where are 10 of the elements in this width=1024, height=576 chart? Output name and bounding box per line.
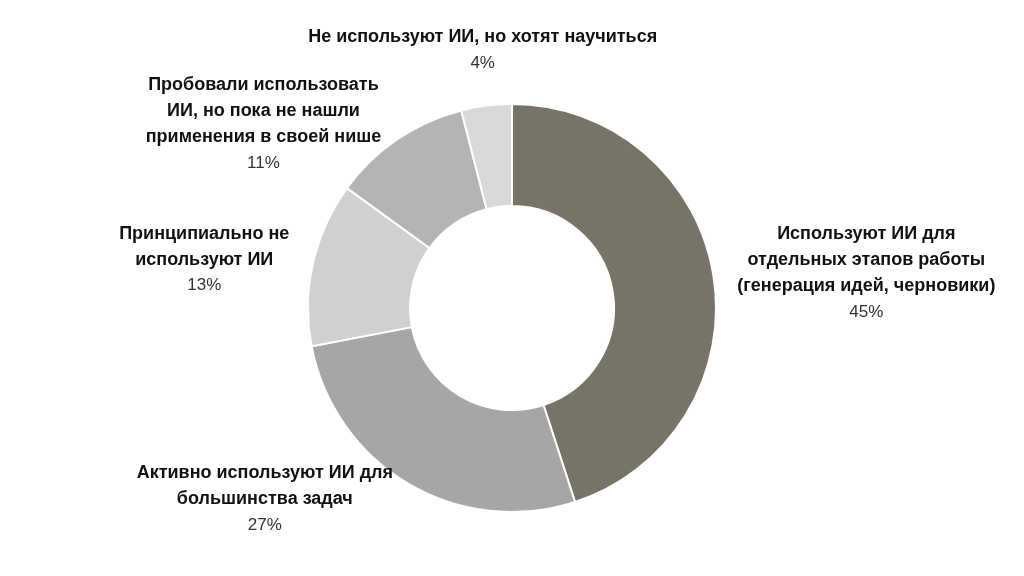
data-label: 45% bbox=[849, 301, 884, 321]
slice-label: Активно используют ИИ для большинства задач bbox=[136, 462, 393, 509]
slice-label: Пробовали использовать ИИ, но пока не нашли применения в своей нише bbox=[145, 74, 382, 147]
slice-label: Используют ИИ для отдельных этапов работы (генерация идей, черновики) bbox=[737, 223, 996, 296]
data-label: 27% bbox=[247, 514, 282, 534]
data-label: 13% bbox=[187, 275, 222, 295]
slice-label: Принципиально не используют ИИ bbox=[119, 222, 290, 269]
slice-label: Не используют ИИ, но хотят научиться bbox=[308, 26, 658, 47]
data-label: 4% bbox=[470, 52, 495, 72]
data-label: 11% bbox=[247, 153, 280, 173]
